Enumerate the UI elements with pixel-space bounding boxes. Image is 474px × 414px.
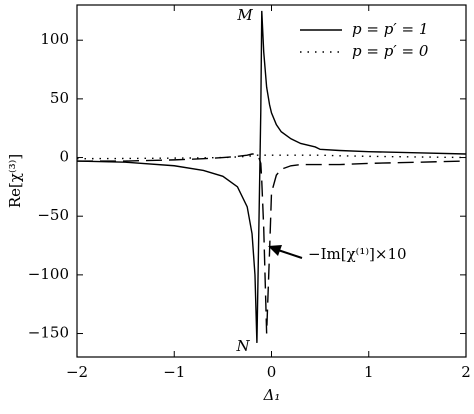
y-tick-label: −50: [37, 206, 69, 224]
x-tick-label: 1: [364, 363, 374, 381]
x-tick-label: −1: [163, 363, 185, 381]
annotation: N: [235, 337, 250, 355]
annotation-arrow: [277, 249, 303, 259]
annotation: M: [236, 6, 253, 24]
y-tick-label: −150: [28, 324, 69, 342]
x-axis-label: Δ₁: [263, 386, 281, 404]
legend-label: p = p′ = 1: [352, 20, 428, 38]
y-tick-label: 0: [59, 148, 69, 166]
series-line: [76, 154, 467, 160]
x-tick-label: 2: [461, 363, 471, 381]
y-tick-label: 100: [40, 30, 69, 48]
annotation-arrowhead: [268, 245, 282, 256]
y-tick-label: −100: [28, 265, 69, 283]
legend-label: p = p′ = 0: [352, 42, 429, 60]
y-axis-label: Re[χ⁽³⁾]: [6, 154, 24, 208]
y-tick-label: 50: [50, 89, 69, 107]
series-line: [76, 10, 467, 343]
annotation: −Im[χ⁽¹⁾]×10: [308, 245, 407, 263]
x-tick-label: 0: [267, 363, 277, 381]
x-tick-label: −2: [66, 363, 88, 381]
series-line: [77, 153, 467, 334]
